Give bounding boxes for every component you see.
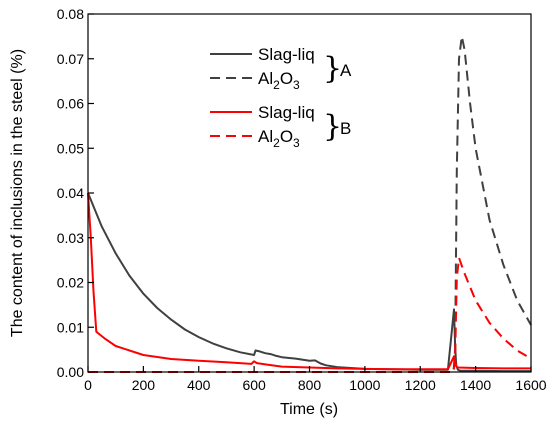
x-tick-label: 200 bbox=[132, 377, 156, 393]
y-axis-title: The content of inclusions in the steel (… bbox=[9, 49, 26, 337]
plot-frame bbox=[87, 13, 532, 373]
x-tick-label: 1000 bbox=[349, 377, 380, 393]
series-b-al2o3-line bbox=[88, 256, 532, 373]
y-tick-label: 0.01 bbox=[57, 319, 84, 335]
x-tick-label: 1400 bbox=[460, 377, 491, 393]
legend-brace-b: } bbox=[323, 109, 342, 144]
legend-label-b-al2o3: Al2O3 bbox=[258, 127, 300, 150]
y-axis-ticks: 0.00 0.01 0.02 0.03 0.04 0.05 0.06 0.07 0.08 bbox=[57, 6, 94, 380]
legend-label-a-slag-liq: Slag-liq bbox=[258, 45, 315, 64]
x-axis-ticks: 0 200 400 600 800 1000 1200 1400 1600 bbox=[84, 366, 547, 393]
x-tick-label: 0 bbox=[84, 377, 92, 393]
y-tick-label: 0.05 bbox=[57, 140, 84, 156]
plot-lines bbox=[87, 35, 532, 373]
series-a-al2o3-line bbox=[88, 35, 532, 373]
legend-brace-a: } bbox=[323, 51, 342, 86]
y-tick-label: 0.04 bbox=[57, 185, 84, 201]
series-a-slag-liq-line bbox=[87, 192, 531, 373]
legend: Slag-liq Al2O3 } A Slag-liq Al2O3 } B bbox=[210, 45, 352, 150]
legend-label-b-slag-liq: Slag-liq bbox=[258, 103, 315, 122]
x-tick-label: 800 bbox=[298, 377, 322, 393]
legend-label-a-al2o3: Al2O3 bbox=[258, 69, 300, 92]
y-tick-label: 0.03 bbox=[57, 230, 84, 246]
x-tick-label: 1200 bbox=[405, 377, 436, 393]
y-tick-label: 0.06 bbox=[57, 96, 84, 112]
series-b-slag-liq-line bbox=[87, 192, 531, 371]
legend-group-b: B bbox=[340, 119, 351, 138]
y-tick-label: 0.08 bbox=[57, 6, 84, 22]
legend-group-a: A bbox=[340, 61, 352, 80]
y-tick-label: 0.02 bbox=[57, 275, 84, 291]
x-tick-label: 1600 bbox=[515, 377, 546, 393]
x-tick-label: 400 bbox=[187, 377, 211, 393]
x-tick-label: 600 bbox=[242, 377, 266, 393]
x-axis-title: Time (s) bbox=[280, 401, 338, 418]
y-tick-label: 0.00 bbox=[57, 364, 84, 380]
y-tick-label: 0.07 bbox=[57, 51, 84, 67]
